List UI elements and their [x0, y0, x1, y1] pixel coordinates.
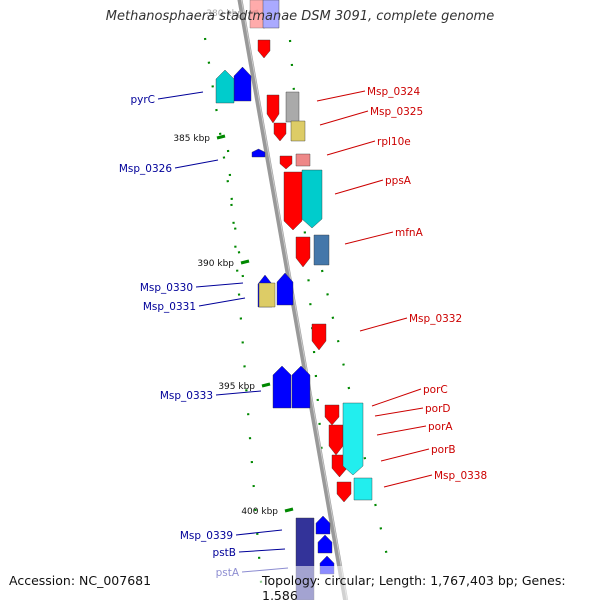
gene-arrow: [273, 122, 287, 142]
cog-box: [342, 402, 364, 476]
label-leader-line: [195, 282, 244, 288]
reverse-gene-label: pyrC: [130, 94, 155, 106]
label-leader-line: [359, 317, 408, 332]
forward-gene-label: Msp_0324: [367, 86, 420, 98]
forward-gene-label: Msp_0325: [370, 106, 423, 118]
gene-arrow: [233, 66, 252, 102]
gene-arrow: [317, 534, 333, 554]
label-leader-line: [198, 297, 246, 307]
gene-arrow: [324, 404, 340, 426]
cog-box: [301, 169, 323, 229]
label-leader-line: [376, 425, 427, 436]
gene-arrow: [336, 481, 352, 503]
gene-arrow: [295, 236, 311, 268]
gene-arrow: [272, 365, 292, 409]
cog-box: [295, 153, 311, 167]
forward-gene-label: ppsA: [385, 175, 412, 187]
gene-arrow: [311, 323, 327, 351]
map-title: Methanosphaera stadtmanae DSM 3091, comp…: [105, 9, 495, 24]
label-leader-line: [235, 529, 283, 536]
label-leader-line: [383, 474, 433, 488]
gene-arrow: [315, 515, 331, 535]
forward-gene-label: mfnA: [395, 227, 424, 239]
label-leader-line: [316, 90, 366, 102]
reverse-gene-label: Msp_0331: [143, 301, 196, 313]
gene-arrow: [328, 424, 344, 456]
scale-tick-1: [216, 134, 226, 140]
label-leader-line: [380, 448, 430, 462]
guide-dots-3: [320, 269, 390, 561]
gene-arrow: [266, 94, 280, 124]
reverse-gene-label: Msp_0333: [160, 390, 213, 402]
cog-box: [262, 0, 280, 29]
scale-tick-label: 390 kbp: [197, 259, 234, 269]
cog-box: [313, 234, 330, 266]
gene-arrow: [283, 171, 303, 231]
forward-gene-label: porA: [428, 421, 453, 433]
scale-tick-4: [284, 507, 294, 513]
scale-tick-3: [261, 382, 271, 388]
accession-label: Accession: NC_007681: [9, 573, 152, 588]
forward-gene-label: rpl10e: [377, 136, 411, 148]
gene-arrow: [279, 155, 293, 170]
cog-box: [215, 69, 235, 104]
label-leader-line: [157, 91, 204, 100]
forward-gene-label: porB: [431, 444, 456, 456]
reverse-gene-label: Msp_0326: [119, 163, 172, 175]
label-leader-line: [174, 159, 219, 169]
genome-backbone-highlight: [240, 0, 348, 600]
label-leader-line: [238, 548, 286, 553]
reverse-gene-label: Msp_0330: [140, 282, 193, 294]
cog-box: [258, 282, 276, 308]
reverse-gene-label: Msp_0339: [180, 530, 233, 542]
label-leader-line: [326, 140, 376, 156]
label-leader-line: [371, 388, 422, 407]
forward-gene-label: Msp_0332: [409, 313, 462, 325]
scale-tick-2: [240, 259, 250, 265]
guide-dots-1: [226, 149, 264, 596]
cog-box: [285, 91, 300, 123]
gene-arrow: [257, 39, 271, 59]
footer-band: [0, 566, 600, 600]
gene-arrow: [276, 272, 294, 306]
label-leader-line: [319, 110, 369, 126]
scale-tick-label: 380 kbp: [206, 9, 243, 19]
genome-summary-label: Topology: circular; Length: 1,767,403 bp…: [262, 573, 566, 600]
gene-arrow: [251, 148, 266, 158]
cog-box: [353, 477, 373, 501]
label-leader-line: [215, 390, 262, 396]
cog-box: [290, 120, 306, 142]
forward-gene-label: Msp_0338: [434, 470, 487, 482]
forward-gene-label: porC: [423, 384, 448, 396]
label-leader-line: [374, 407, 424, 417]
reverse-gene-label: pstB: [213, 547, 236, 559]
scale-tick-label: 385 kbp: [173, 134, 210, 144]
gene-arrow: [291, 365, 311, 409]
label-leader-line: [334, 179, 384, 195]
label-leader-line: [344, 231, 394, 245]
forward-gene-label: porD: [425, 403, 451, 415]
scale-tick-label: 400 kbp: [241, 507, 278, 517]
scale-tick-label: 395 kbp: [218, 382, 255, 392]
